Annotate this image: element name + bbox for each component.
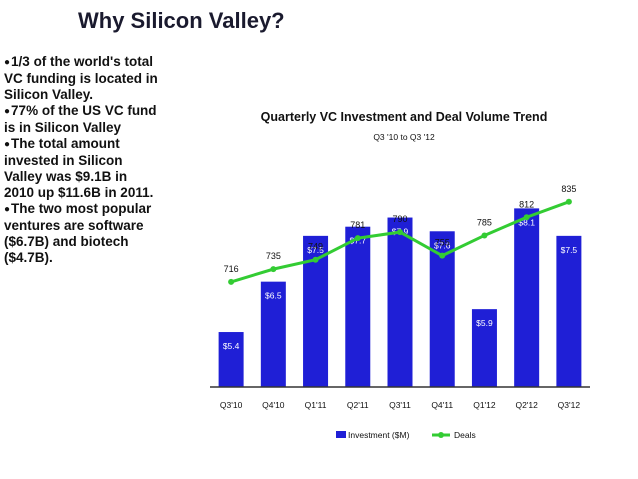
deals-point-label: 716 <box>224 264 239 274</box>
deals-point-label: 781 <box>350 220 365 230</box>
x-tick-label: Q2'12 <box>515 400 538 410</box>
investment-bar <box>260 281 286 387</box>
deals-point <box>312 256 319 263</box>
chart-legend: Investment ($M) Deals <box>336 430 476 440</box>
x-tick-label: Q1'12 <box>473 400 496 410</box>
vc-trend-chart: Quarterly VC Investment and Deal Volume … <box>210 110 590 440</box>
x-tick-label: Q2'11 <box>347 400 369 410</box>
investment-bar-label: $7.6 <box>434 240 451 250</box>
investment-bar-label: $8.1 <box>518 217 535 227</box>
bullet-item: ●The total amount invested in Silicon Va… <box>4 136 160 201</box>
bar-series <box>218 208 582 387</box>
bullet-dot-icon: ● <box>4 139 11 150</box>
deals-point <box>481 232 488 239</box>
investment-bar <box>345 226 371 387</box>
investment-bar-label: $5.4 <box>223 341 240 351</box>
legend-investment-swatch <box>336 431 346 438</box>
deals-point-label: 735 <box>266 251 281 261</box>
x-tick-label: Q4'10 <box>262 400 285 410</box>
bullet-text: 1/3 of the world's total VC funding is l… <box>4 54 158 102</box>
deals-point-label: 755 <box>435 238 450 248</box>
investment-bar <box>387 217 413 387</box>
deals-point <box>565 198 572 205</box>
deals-point-label: 749 <box>308 242 323 252</box>
investment-bar-label: $5.9 <box>476 318 493 328</box>
bullet-item: ●77% of the US VC fund is in Silicon Val… <box>4 103 160 136</box>
deals-point-label: 835 <box>561 184 576 194</box>
bullet-text: 77% of the US VC fund is in Silicon Vall… <box>4 103 157 135</box>
bullet-text: The two most popular ventures are softwa… <box>4 201 152 265</box>
deals-point <box>397 229 403 236</box>
investment-bar-label: $6.5 <box>265 291 282 301</box>
deals-point <box>523 214 530 221</box>
legend-investment-label: Investment ($M) <box>348 430 410 440</box>
bullet-list: ●1/3 of the world's total VC funding is … <box>4 54 160 266</box>
deals-point <box>439 252 446 259</box>
legend-deals-marker <box>438 432 444 438</box>
deals-point-label: 812 <box>519 199 534 209</box>
deals-point <box>354 235 361 242</box>
investment-bar <box>514 208 540 387</box>
bullet-dot-icon: ● <box>4 57 11 68</box>
bullet-dot-icon: ● <box>4 106 11 117</box>
bullet-text: The total amount invested in Silicon Val… <box>4 136 154 200</box>
x-tick-label: Q3'11 <box>389 400 411 410</box>
investment-bar-label: $7.5 <box>561 245 578 255</box>
x-tick-label: Q3'10 <box>220 400 243 410</box>
deals-point-label: 785 <box>477 217 492 227</box>
chart-title: Quarterly VC Investment and Deal Volume … <box>261 110 548 124</box>
legend-deals-label: Deals <box>454 430 476 440</box>
x-tick-label: Q3'12 <box>558 400 581 410</box>
x-tick-labels: Q3'10 Q4'10 Q1'11 Q2'11 Q3'11 Q4'11 Q1'12 Q2'12… <box>220 400 580 410</box>
deals-line-series: 716 735 749 781 790 755 785 812 835 <box>224 184 576 285</box>
investment-bar <box>556 235 582 387</box>
bullet-dot-icon: ● <box>4 204 11 215</box>
investment-bar-label: $7.5 <box>307 245 324 255</box>
deals-point <box>228 278 235 285</box>
deals-point <box>270 266 277 273</box>
chart-subtitle: Q3 '10 to Q3 '12 <box>373 132 435 142</box>
slide-title: Why Silicon Valley? <box>78 8 285 33</box>
x-tick-label: Q1'11 <box>305 400 327 410</box>
deals-point-label: 790 <box>392 214 407 224</box>
bullet-item: ●The two most popular ventures are softw… <box>4 201 160 266</box>
investment-bar <box>471 309 497 387</box>
bullet-item: ●1/3 of the world's total VC funding is … <box>4 54 160 103</box>
investment-bar <box>218 332 244 387</box>
x-tick-label: Q4'11 <box>431 400 453 410</box>
